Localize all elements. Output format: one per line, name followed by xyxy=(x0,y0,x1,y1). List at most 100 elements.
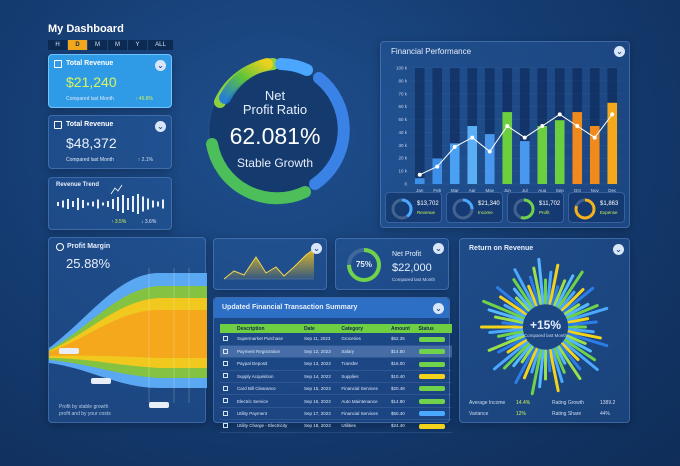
line-point[interactable] xyxy=(452,144,457,149)
row-checkbox[interactable] xyxy=(223,348,228,354)
table-row[interactable]: Supermarket Purchase Sep 11, 2023 Grocerie… xyxy=(220,333,452,346)
stat-value: 44% xyxy=(600,411,611,417)
bar[interactable] xyxy=(467,126,478,184)
chevron-down-icon[interactable]: ⌄ xyxy=(433,303,444,314)
chevron-down-icon[interactable]: ⌄ xyxy=(614,46,625,57)
net-profit-label: Net Profit xyxy=(392,251,422,258)
bar[interactable] xyxy=(607,102,618,184)
stat-value: 12% xyxy=(516,411,527,417)
x-tick-label: Oct xyxy=(574,188,582,193)
table-row[interactable]: Card Bill Clearance Sep 15, 2023 Financial… xyxy=(220,382,452,396)
period-tab[interactable]: Y xyxy=(128,40,148,50)
revenue-icon xyxy=(54,60,62,68)
chevron-down-icon[interactable]: ⌄ xyxy=(613,244,624,255)
cell-date: Sep 15, 2023 xyxy=(300,382,339,396)
ratio-value: 62.081% xyxy=(229,123,321,149)
table-row[interactable]: Supply Acquisition Sep 14, 2023 Supplies $1… xyxy=(220,370,452,384)
trend-bar xyxy=(62,200,64,208)
y-tick-label: 20 k xyxy=(398,156,407,161)
total-revenue-card-1[interactable]: Total Revenue ⌄ $21,240 Compared last Mo… xyxy=(48,54,172,108)
period-tab[interactable]: H xyxy=(48,40,68,50)
bar[interactable] xyxy=(449,143,460,184)
bar[interactable] xyxy=(572,112,583,184)
bar[interactable] xyxy=(537,126,548,184)
period-selector: H D M M Y ALL xyxy=(48,40,174,50)
line-point[interactable] xyxy=(557,112,562,117)
y-tick-label: 30 k xyxy=(398,143,407,148)
cell-date: Sep 16, 2023 xyxy=(300,394,339,408)
total-revenue-card-2[interactable]: Total Revenue ⌄ $48,372 Compared last Mo… xyxy=(48,115,172,169)
col-status[interactable]: Status xyxy=(415,324,452,333)
trend-up-value: ↑ 3.5% xyxy=(111,219,127,225)
table-row[interactable]: Electric Service Sep 16, 2023 Auto Mainten… xyxy=(220,394,452,408)
bar[interactable] xyxy=(502,112,513,184)
row-checkbox[interactable] xyxy=(223,422,228,428)
mini-kpi-card[interactable]: $11,702 Profit xyxy=(507,192,564,223)
bar-track xyxy=(519,68,530,184)
col-description[interactable]: Description xyxy=(234,324,301,333)
x-tick-label: Feb xyxy=(433,188,441,193)
trend-bar xyxy=(77,198,79,210)
line-point[interactable] xyxy=(522,135,527,140)
burst-ray xyxy=(487,334,525,352)
panel-title: Financial Performance xyxy=(391,47,472,56)
bar[interactable] xyxy=(414,178,425,184)
net-profit-ratio-gauge: Net Profit Ratio 62.081% Stable Growth xyxy=(185,40,365,220)
line-point[interactable] xyxy=(505,124,510,128)
row-checkbox[interactable] xyxy=(223,335,228,341)
line-point[interactable] xyxy=(575,124,580,128)
card-subtitle: Compared last Month xyxy=(66,157,114,163)
mini-kpi-ring xyxy=(574,198,596,220)
line-point[interactable] xyxy=(540,124,545,128)
x-tick-label: Jan xyxy=(416,188,424,193)
x-tick-label: Jun xyxy=(504,188,512,193)
period-tab[interactable]: M xyxy=(88,40,108,50)
line-point[interactable] xyxy=(435,164,440,169)
chevron-down-icon[interactable]: ⌄ xyxy=(433,243,444,254)
row-checkbox[interactable] xyxy=(223,360,228,366)
col-amount[interactable]: Amount xyxy=(388,324,416,333)
mini-kpi-card[interactable]: $1,863 Expense xyxy=(568,192,625,223)
row-checkbox[interactable] xyxy=(223,410,228,416)
col-category[interactable]: Category xyxy=(338,324,389,333)
period-tab-active[interactable]: D xyxy=(68,40,88,50)
line-point[interactable] xyxy=(592,135,597,140)
row-checkbox[interactable] xyxy=(223,373,228,379)
row-checkbox[interactable] xyxy=(223,385,228,391)
line-point[interactable] xyxy=(470,135,475,140)
table-row[interactable]: Paypal Deposit Sep 13, 2023 Transfer $16.00 xyxy=(220,357,452,371)
bar[interactable] xyxy=(589,126,600,184)
trend-bar xyxy=(132,196,134,212)
burst-ray xyxy=(492,340,529,371)
mini-kpi-card[interactable]: $13,702 Revenue xyxy=(385,192,442,223)
period-tab[interactable]: M xyxy=(108,40,128,50)
table-row[interactable]: Utility Payment Sep 17, 2023 Financial Ser… xyxy=(220,407,452,421)
ror-sub: Compared last Month xyxy=(523,333,568,338)
revenue-trend-card[interactable]: Revenue Trend ↑ 3.5% ↓ 3.6% xyxy=(48,177,172,230)
chevron-down-icon[interactable]: ⌄ xyxy=(311,243,322,254)
table-row[interactable]: Utility Charge - Electricity Sep 18, 2023… xyxy=(220,419,452,433)
bar[interactable] xyxy=(484,134,495,184)
table-row[interactable]: Payment Registration Sep 12, 2023 Salary $1… xyxy=(220,345,452,359)
burst-ray xyxy=(514,346,536,385)
line-point[interactable] xyxy=(610,112,615,117)
line-point[interactable] xyxy=(487,149,492,154)
chevron-down-icon[interactable]: ⌄ xyxy=(155,121,166,132)
trend-area-panel: ⌄ xyxy=(213,238,327,290)
trend-bar xyxy=(112,199,114,209)
x-tick-label: Mar xyxy=(451,188,459,193)
col-date[interactable]: Date xyxy=(300,324,339,333)
bar[interactable] xyxy=(432,158,443,184)
line-point[interactable] xyxy=(417,172,422,177)
mini-kpi-card[interactable]: $21,340 Income xyxy=(446,192,503,223)
burst-ray xyxy=(566,306,609,322)
footnote-2: profit and by your costs xyxy=(59,411,111,417)
row-checkbox[interactable] xyxy=(223,398,228,404)
bar[interactable] xyxy=(554,120,565,184)
burst-ray xyxy=(512,344,532,368)
cell-category: Transfer xyxy=(338,357,389,371)
y-tick-label: 60 k xyxy=(398,104,407,109)
bar[interactable] xyxy=(519,141,530,184)
chevron-down-icon[interactable]: ⌄ xyxy=(155,60,166,71)
period-tab[interactable]: ALL xyxy=(148,40,174,50)
